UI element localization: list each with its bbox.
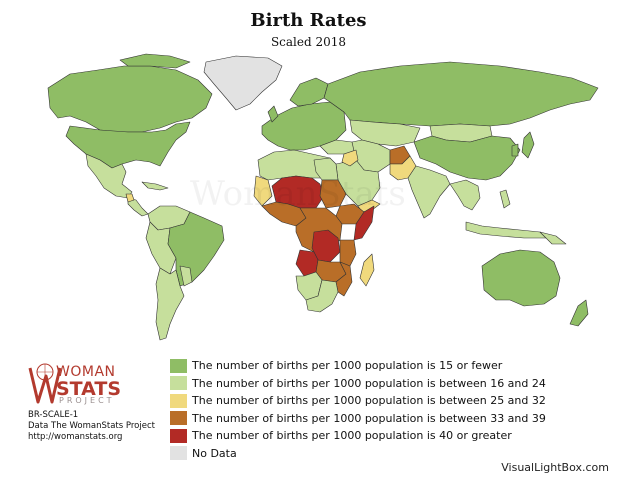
- legend-swatch: [170, 446, 187, 461]
- region-russia: [323, 61, 599, 127]
- map-title: Birth Rates: [250, 10, 367, 31]
- legend: The number of births per 1000 population…: [170, 357, 546, 462]
- region-scandinavia: [289, 77, 329, 107]
- credits-data: Data The WomanStats Project: [28, 421, 155, 431]
- legend-item: The number of births per 1000 population…: [170, 375, 546, 393]
- region-angola: [295, 249, 319, 277]
- logo-text-woman: WOMAN: [56, 364, 116, 380]
- region-caribbean: [141, 181, 169, 191]
- region-philippines: [499, 189, 511, 209]
- legend-label: The number of births per 1000 population…: [192, 394, 546, 408]
- legend-swatch: [170, 393, 187, 408]
- region-paraguay: [179, 265, 193, 287]
- credits: BR-SCALE-1 Data The WomanStats Project h…: [28, 410, 155, 443]
- region-korea: [511, 143, 519, 157]
- region-australia: [481, 249, 561, 307]
- region-argentina-chile: [155, 267, 185, 341]
- legend-swatch: [170, 376, 187, 391]
- region-iraq: [341, 149, 359, 167]
- region-southeast-asia: [449, 179, 481, 211]
- region-india: [407, 165, 451, 219]
- watermark: WomanStats: [190, 174, 406, 214]
- region-uk: [267, 105, 279, 123]
- region-greenland: [203, 55, 283, 111]
- legend-swatch: [170, 411, 187, 426]
- legend-swatch: [170, 428, 187, 443]
- legend-item: The number of births per 1000 population…: [170, 392, 546, 410]
- logo-text-stats: STATS: [56, 378, 122, 400]
- legend-item: The number of births per 1000 population…: [170, 357, 546, 375]
- region-kazakhstan: [349, 119, 421, 147]
- womanstats-logo-icon: [28, 363, 62, 404]
- region-japan: [521, 131, 535, 159]
- legend-label: No Data: [192, 446, 237, 460]
- region-south-africa: [305, 279, 339, 313]
- region-new-zealand: [569, 299, 589, 327]
- legend-label: The number of births per 1000 population…: [192, 429, 512, 443]
- region-papua: [539, 231, 567, 245]
- map-subtitle: Scaled 2018: [270, 35, 347, 49]
- region-central-america: [127, 197, 149, 217]
- region-guatemala: [125, 193, 135, 203]
- legend-item: The number of births per 1000 population…: [170, 410, 546, 428]
- legend-swatch: [170, 358, 187, 373]
- region-madagascar: [359, 253, 375, 287]
- region-mexico: [85, 153, 133, 199]
- legend-label: The number of births per 1000 population…: [192, 411, 546, 425]
- logo-text-project: PROJECT: [59, 396, 115, 405]
- region-peru-bolivia: [145, 221, 177, 275]
- region-mozambique: [335, 261, 353, 297]
- region-china: [413, 135, 521, 181]
- credits-url: http://womanstats.org: [28, 432, 123, 442]
- region-drc: [311, 229, 341, 263]
- source-credit: VisualLightBox.com: [501, 461, 609, 474]
- region-west-africa-yellow: [253, 175, 273, 207]
- legend-label: The number of births per 1000 population…: [192, 376, 546, 390]
- credits-code: BR-SCALE-1: [28, 410, 79, 420]
- legend-label: The number of births per 1000 population…: [192, 359, 503, 373]
- legend-item: The number of births per 1000 population…: [170, 427, 546, 445]
- region-arctic-islands: [119, 53, 191, 69]
- region-east-africa: [339, 239, 357, 267]
- legend-item: No Data: [170, 445, 546, 463]
- region-indonesia: [465, 221, 547, 239]
